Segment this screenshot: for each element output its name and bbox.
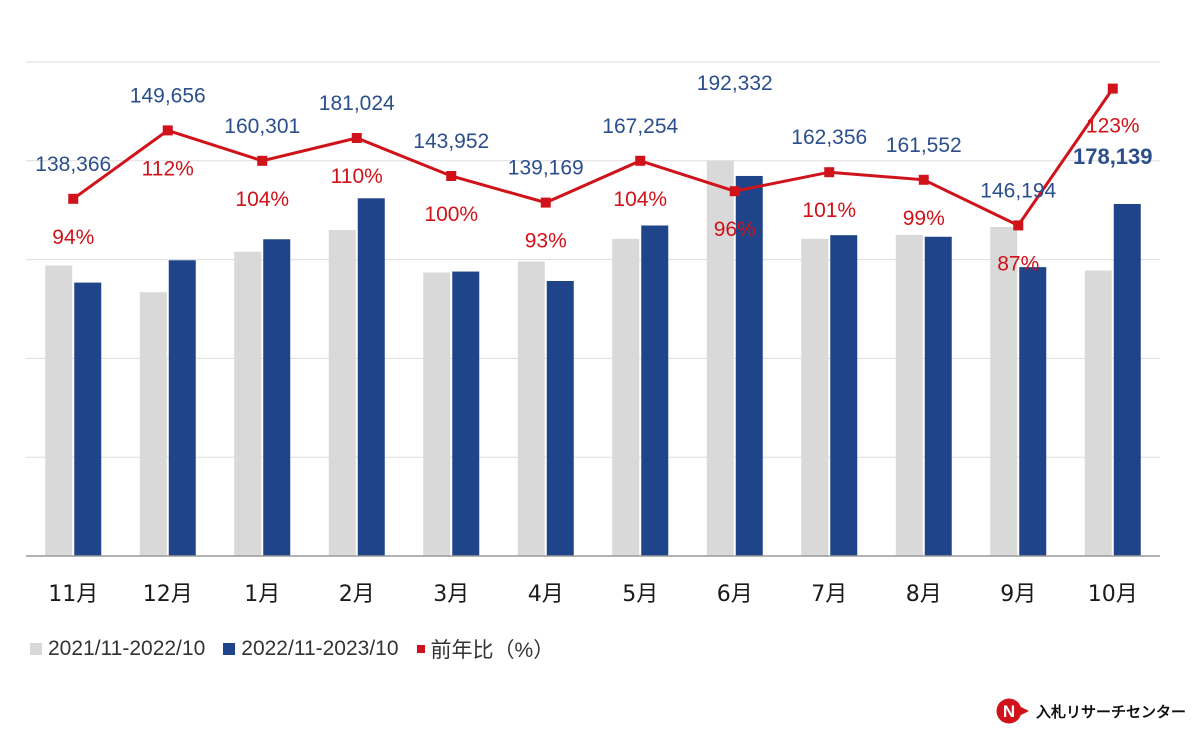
pct-label-10: 99% [903, 207, 945, 230]
legend-item-2021: 2021/11-2022/10 [30, 637, 205, 661]
bar-2022-12 [1113, 203, 1141, 557]
pct-label-11: 87% [997, 252, 1039, 275]
pct-label-3: 104% [235, 188, 289, 211]
x-tick-label: 4月 [528, 582, 564, 607]
ratio-point-7 [635, 155, 646, 166]
value-label-10: 161,552 [886, 134, 962, 157]
bar-2021-5 [423, 272, 451, 556]
x-tick-label: 8月 [906, 582, 942, 607]
pct-label-6: 93% [525, 230, 567, 253]
ratio-point-2 [162, 125, 173, 136]
x-tick-label: 5月 [622, 582, 658, 607]
x-tick-label: 10月 [1088, 582, 1138, 607]
value-label-7: 167,254 [602, 115, 678, 138]
bar-2022-3 [263, 239, 291, 556]
bar-2022-2 [168, 260, 196, 556]
bar-2022-9 [830, 235, 858, 556]
pct-label-9: 101% [802, 199, 856, 222]
bar-2021-2 [139, 292, 167, 556]
legend-label-2021: 2021/11-2022/10 [48, 637, 206, 660]
x-tick-label: 2月 [339, 582, 375, 607]
bar-2022-10 [924, 236, 952, 556]
value-label-12: 178,139 [1073, 144, 1153, 169]
x-tick-label: 1月 [244, 582, 280, 607]
legend-label-2022: 2022/11-2023/10 [241, 637, 399, 660]
bar-2022-6 [546, 281, 574, 556]
pct-label-2: 112% [142, 157, 194, 180]
pct-label-1: 94% [52, 226, 94, 249]
ratio-point-6 [540, 197, 551, 208]
value-label-8: 192,332 [697, 72, 773, 95]
ratio-point-4 [351, 133, 362, 143]
x-tick-label: 11月 [48, 582, 98, 607]
legend-item-2022: 2022/11-2023/10 [223, 637, 399, 661]
bar-2022-5 [452, 271, 480, 556]
bar-2021-10 [895, 234, 923, 556]
ratio-point-3 [257, 155, 268, 166]
pct-label-4: 110% [331, 165, 383, 188]
bar-2022-4 [357, 198, 385, 556]
bar-2021-1 [45, 265, 73, 556]
svg-text:N: N [1003, 702, 1015, 721]
ratio-point-1 [68, 193, 79, 204]
x-tick-label: 9月 [1000, 582, 1036, 607]
value-label-11: 146,194 [980, 179, 1056, 202]
ratio-point-9 [824, 167, 835, 178]
ratio-point-11 [1013, 220, 1024, 231]
x-tick-label: 6月 [717, 582, 753, 607]
bar-2022-1 [74, 282, 102, 556]
x-tick-label: 12月 [143, 582, 193, 607]
brand-logo-icon: N [996, 698, 1029, 724]
combo-chart: 11月 12月 1月 2月 3月 4月 5月 6月 7月 8月 9月 10月 138,366 149,65… [26, 61, 1160, 607]
ratio-point-8 [729, 186, 740, 197]
bar-2021-4 [328, 229, 356, 556]
pct-label-7: 104% [613, 188, 667, 211]
value-label-4: 181,024 [319, 92, 395, 115]
value-label-2: 149,656 [130, 84, 206, 107]
ratio-point-10 [918, 174, 929, 185]
value-label-6: 139,169 [508, 157, 584, 180]
value-label-3: 160,301 [224, 115, 300, 138]
bar-2022-7 [641, 225, 669, 556]
bar-2021-12 [1084, 270, 1112, 556]
legend-swatch-2021 [30, 643, 42, 655]
legend-label-ratio: 前年比（%） [430, 639, 555, 662]
brand-logo: N 入札リサーチセンター [996, 696, 1186, 726]
ratio-point-5 [446, 171, 457, 181]
bar-2021-9 [801, 238, 829, 557]
bar-2021-3 [234, 251, 262, 557]
bar-2021-8 [706, 160, 734, 557]
bar-2021-7 [612, 238, 640, 557]
pct-label-12: 123% [1086, 115, 1140, 138]
pct-label-8: 96% [714, 218, 756, 241]
pct-label-5: 100% [424, 203, 478, 226]
legend-swatch-ratio [416, 645, 425, 653]
brand-logo-text: 入札リサーチセンター [1035, 702, 1186, 721]
x-tick-label: 3月 [433, 582, 469, 607]
ratio-point-12 [1107, 83, 1118, 94]
legend-swatch-2022 [223, 643, 236, 655]
value-label-1: 138,366 [35, 153, 111, 176]
ratio-line [72, 87, 1114, 228]
legend-item-ratio: 前年比（%） [416, 634, 555, 664]
bar-2022-8 [735, 175, 763, 556]
bar-2022-11 [1019, 267, 1047, 556]
value-label-5: 143,952 [413, 130, 489, 153]
x-tick-label: 7月 [811, 582, 847, 607]
bar-2021-11 [990, 226, 1018, 556]
bar-2021-6 [517, 261, 545, 556]
value-label-9: 162,356 [791, 126, 867, 149]
legend: 2021/11-2022/10 2022/11-2023/10 前年比（%） [30, 634, 572, 664]
